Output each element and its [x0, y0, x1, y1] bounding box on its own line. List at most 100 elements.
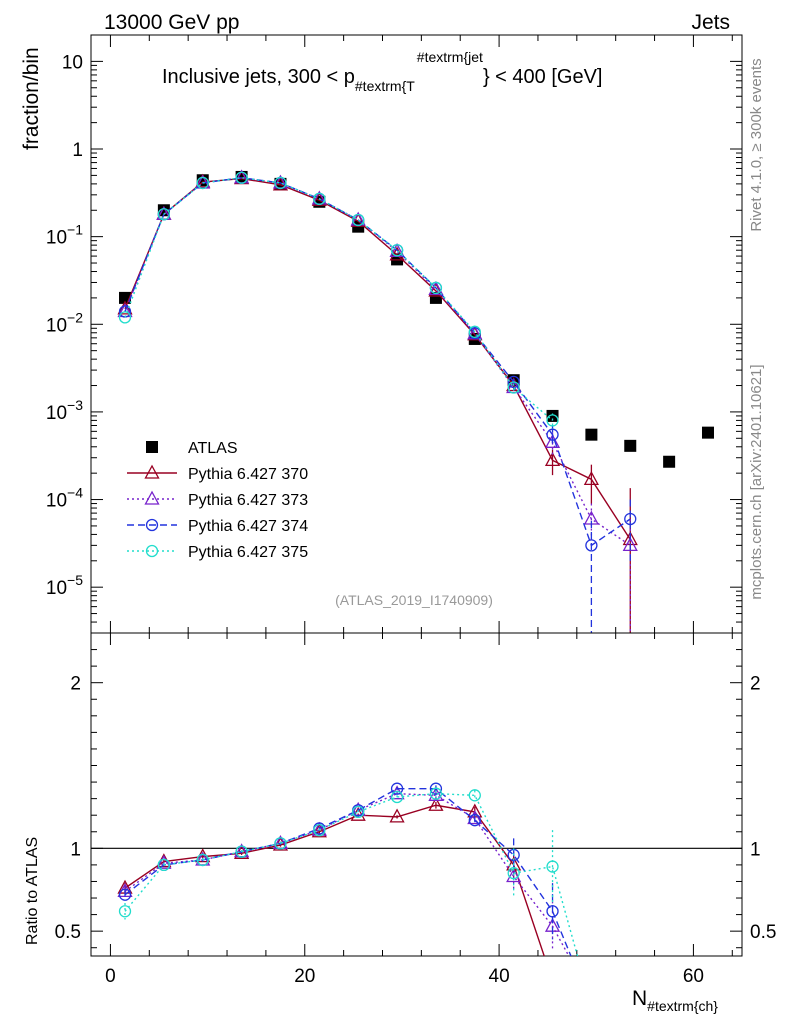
x-axis-label-subscript: #textrm{ch} [647, 998, 718, 1014]
data-point-atlas [235, 170, 248, 183]
main-y-tick-label: 10−2 [46, 309, 83, 336]
data-point-p375 [390, 244, 404, 257]
main-y-tick-base: 10 [46, 315, 67, 336]
ratio-point-p375 [118, 905, 132, 918]
legend-label-atlas: ATLAS [188, 440, 238, 457]
ratio-point-p375 [390, 790, 404, 804]
rivet-version-label: Rivet 4.1.0, ≥ 300k events [748, 58, 765, 231]
main-y-tick-label: 10 [62, 52, 83, 73]
legend-marker-p374 [145, 518, 159, 532]
x-tick-label: 60 [683, 966, 704, 987]
ratio-point-p375 [352, 805, 365, 819]
series-line-p373 [124, 177, 631, 546]
ratio-panel: 0.5 0.51 12 20 20 40 60 [55, 632, 776, 1011]
series-line-p375 [124, 177, 553, 421]
data-point-p375 [118, 311, 132, 324]
data-point-p375 [468, 325, 481, 338]
main-y-tick-label: 1 [72, 140, 83, 161]
ratio-point-p373 [156, 854, 172, 869]
ratio-point-p375 [196, 853, 209, 867]
ratio-point-p373 [467, 810, 483, 825]
ratio-y-tick-label-right: 1 [750, 839, 761, 860]
data-point-p375 [157, 208, 171, 221]
x-tick-label: 40 [489, 966, 510, 987]
legend: ATLAS Pythia 6.427 370 Pythia 6.427 373 Pyt… [127, 440, 308, 561]
main-y-tick-label: 10−5 [46, 572, 83, 599]
data-point-p375 [235, 171, 248, 184]
ratio-y-tick-label: 1 [70, 839, 81, 860]
ratio-y-tick-label-right: 0.5 [750, 922, 776, 943]
data-point-p375 [546, 414, 559, 427]
ratio-frame [90, 632, 743, 957]
ratio-point-p373 [506, 868, 522, 883]
data-point-atlas [701, 426, 714, 439]
main-y-tick-base: 10 [46, 578, 67, 599]
data-point-p374 [624, 512, 637, 526]
ratio-series-p370 [117, 796, 559, 986]
ratio-point-p375 [586, 1000, 597, 1011]
x-axis-label-main: N [632, 987, 647, 1010]
ratio-point-p374 [390, 782, 404, 795]
header-process: Jets [691, 11, 730, 34]
main-y-axis-label: fraction/bin [20, 47, 43, 150]
data-point-atlas [663, 455, 676, 468]
ratio-y-tick-label-right: 2 [750, 674, 761, 695]
ratio-point-p374 [546, 905, 559, 918]
main-y-tick-label: 10−3 [46, 397, 83, 424]
mcplots-citation: mcplots.cern.ch [arXiv:2401.10621] [748, 364, 765, 599]
ratio-point-p370 [546, 974, 559, 986]
main-y-tick-exponent: −4 [67, 485, 83, 501]
ratio-series-p373 [117, 785, 570, 956]
data-point-p370 [544, 451, 561, 467]
data-point-p373 [428, 281, 444, 296]
data-point-atlas [624, 439, 637, 452]
data-point-p375 [274, 176, 287, 190]
legend-marker-p370 [144, 464, 160, 479]
ratio-point-p375 [274, 837, 287, 850]
series-line-p370 [124, 177, 631, 540]
ratio-point-p375 [546, 860, 559, 873]
data-point-p370 [428, 282, 444, 297]
ratio-point-p374 [468, 814, 481, 827]
ratio-point-p374 [586, 1000, 597, 1011]
ratio-line-p375 [124, 792, 579, 956]
main-y-tick-label: 10−4 [46, 485, 83, 512]
ratio-point-p375 [429, 787, 443, 800]
data-point-p375 [352, 213, 365, 227]
data-point-p375 [196, 176, 209, 190]
legend-label-p373: Pythia 6.427 373 [188, 492, 308, 509]
ratio-plot-area [91, 782, 742, 1011]
plot-title-tail: } < 400 [GeV] [483, 66, 603, 88]
ratio-series-p375 [118, 787, 597, 1011]
plot-title-superscript: #textrm{jet [417, 49, 483, 65]
analysis-watermark: (ATLAS_2019_I1740909) [335, 592, 493, 608]
data-point-p373 [544, 433, 561, 448]
data-point-p370 [311, 191, 327, 206]
x-axis-label: N#textrm{ch} [632, 987, 718, 1014]
ratio-point-p375 [157, 858, 171, 872]
ratio-line-p374 [124, 788, 572, 956]
main-y-tick-exponent: −5 [67, 572, 83, 588]
data-point-p374 [585, 539, 598, 552]
data-point-p375 [507, 381, 520, 394]
main-y-tick-exponent: −3 [67, 397, 83, 413]
legend-label-p374: Pythia 6.427 374 [188, 518, 308, 535]
main-y-tick-label: 10−1 [46, 222, 83, 249]
main-y-tick-base: 10 [46, 403, 67, 424]
x-tick-label: 0 [105, 966, 116, 987]
plot-title-main: Inclusive jets, 300 < p [162, 66, 355, 88]
data-point-p370 [583, 470, 599, 486]
main-plot-area [117, 169, 714, 633]
main-y-tick-base: 10 [46, 228, 67, 249]
legend-marker-atlas [146, 441, 158, 453]
data-point-p375 [429, 281, 443, 295]
ratio-line-p370 [124, 804, 545, 956]
main-y-tick-base: 10 [46, 491, 67, 512]
series-line-p374 [124, 177, 631, 547]
ratio-point-p375 [507, 867, 520, 880]
ratio-line-p373 [124, 792, 570, 956]
data-point-atlas [196, 174, 209, 187]
data-point-p375 [313, 192, 326, 205]
legend-marker-p373 [144, 490, 160, 505]
